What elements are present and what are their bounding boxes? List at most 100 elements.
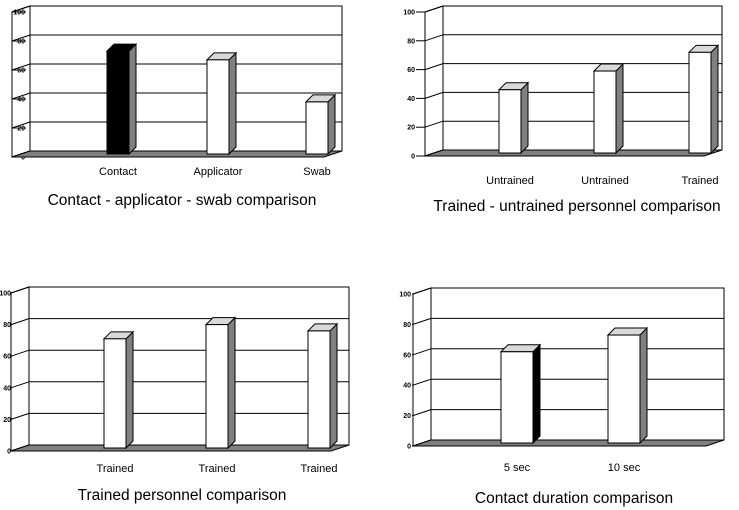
gridline-side (424, 5, 444, 13)
bar-side (125, 330, 134, 450)
category-label: Trained (682, 175, 719, 187)
bar (205, 324, 229, 449)
gridline-side (424, 91, 444, 99)
plot-back-wall (430, 287, 725, 441)
y-tick-label: 20 (407, 125, 415, 132)
bar-top (499, 344, 542, 353)
bar-side (327, 93, 336, 156)
gridline-side (424, 34, 444, 42)
chart-title: Trained - untrained personnel comparison (433, 198, 720, 215)
y-tick-label: 20 (17, 126, 25, 133)
gridline-side (412, 348, 432, 356)
y-tick-label: 80 (403, 322, 411, 329)
y-tick-label: 60 (3, 354, 11, 361)
gridline-side (412, 378, 432, 386)
category-label: Untrained (581, 175, 629, 187)
y-tick-label: 0 (411, 154, 415, 161)
y-tick-label: 20 (403, 413, 411, 420)
y-tick-label: 100 (13, 10, 25, 17)
gridline-side (11, 5, 31, 13)
y-tick-label: 60 (407, 67, 415, 74)
plot-floor (10, 444, 350, 452)
category-label: Applicator (194, 166, 243, 178)
bar-top (606, 327, 649, 336)
bar (500, 351, 534, 444)
chart-title: Contact - applicator - swab comparison (48, 192, 317, 209)
plot-side-wall (10, 286, 30, 452)
y-tick-label: 100 (403, 10, 415, 17)
bar (498, 89, 522, 154)
chart-1: 0 20 40 60 80 100 Contact Applicator Swab Contact… (11, 5, 343, 209)
plot-back-wall (28, 286, 350, 446)
plot-back-wall (442, 5, 723, 151)
y-tick-label: 0 (21, 155, 25, 162)
bar (106, 50, 130, 155)
y-tick-label: 40 (407, 96, 415, 103)
y-tick-label: 100 (0, 291, 11, 298)
category-label: Trained (301, 463, 338, 475)
bar (307, 330, 331, 449)
bar (103, 338, 127, 449)
y-tick-label: 40 (17, 97, 25, 104)
bar-side (228, 51, 237, 156)
bar-side (532, 343, 541, 445)
y-tick-label: 40 (403, 383, 411, 390)
plot-side-wall (424, 5, 444, 157)
category-label: Trained (199, 463, 236, 475)
plot-back-wall (29, 5, 343, 152)
y-tick-label: 0 (407, 444, 411, 451)
chart-2: 0 20 40 60 80 100 Untrained Untrained Trained Tra… (403, 5, 723, 215)
gridline-side (412, 409, 432, 417)
bar (607, 334, 641, 444)
y-tick-label: 100 (399, 292, 411, 299)
y-tick-label: 60 (17, 68, 25, 75)
plot-side-wall (11, 5, 31, 158)
gridline-side (11, 121, 31, 129)
gridline-side (11, 34, 31, 42)
y-tick-label: 80 (407, 38, 415, 45)
chart-3: 0 20 40 60 80 100 Trained Trained Trained Trained… (0, 286, 350, 504)
bar-side (639, 326, 648, 445)
gridline-side (10, 318, 30, 326)
gridline-side (10, 286, 30, 294)
plot-side-wall (412, 287, 432, 447)
bar (305, 101, 329, 155)
bar-side (520, 81, 529, 155)
bar (206, 59, 230, 155)
category-label: Untrained (486, 175, 534, 187)
bar (593, 70, 617, 154)
y-tick-label: 20 (3, 417, 11, 424)
y-tick-label: 80 (3, 322, 11, 329)
gridline-side (10, 381, 30, 389)
plot-floor (424, 149, 723, 157)
category-label: Contact (99, 166, 137, 178)
plot-floor (412, 439, 725, 447)
category-label: 5 sec (504, 462, 531, 474)
chart-title: Contact duration comparison (475, 490, 673, 507)
y-tick-label: 80 (17, 39, 25, 46)
gridline-side (424, 120, 444, 128)
category-label: Swab (303, 166, 331, 178)
gridline-side (424, 63, 444, 71)
gridline-side (10, 349, 30, 357)
bar-side (710, 44, 719, 155)
y-tick-label: 40 (3, 385, 11, 392)
bar-side (615, 62, 624, 155)
gridline-side (412, 287, 432, 295)
gridline-side (412, 317, 432, 325)
y-tick-label: 0 (7, 449, 11, 456)
category-label: Trained (97, 463, 134, 475)
bar (688, 51, 712, 154)
gridline-side (11, 92, 31, 100)
chart-title: Trained personnel comparison (78, 487, 287, 504)
bar-side (128, 42, 137, 156)
plot-floor (11, 150, 343, 158)
category-label: 10 sec (608, 462, 641, 474)
gridline-side (10, 412, 30, 420)
chart-4: 0 20 40 60 80 100 5 sec 10 sec Contact duration … (399, 287, 725, 507)
bar-side (329, 322, 338, 450)
bar-side (227, 316, 236, 450)
y-tick-label: 60 (403, 352, 411, 359)
gridline-side (11, 63, 31, 71)
